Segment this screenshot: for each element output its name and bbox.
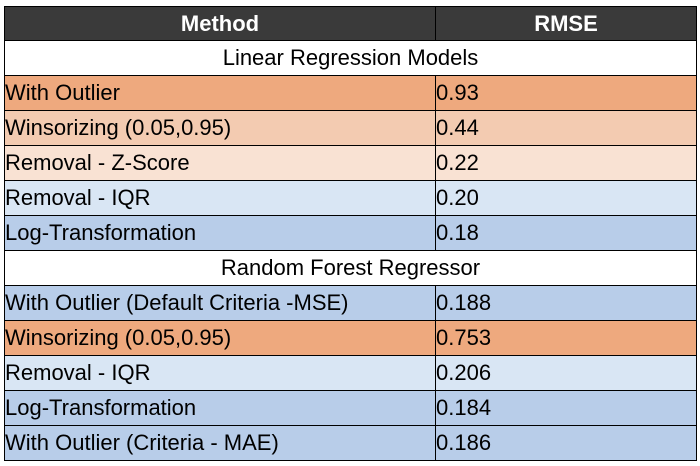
section-row-linear-regression: Linear Regression Models — [4, 40, 697, 76]
rmse-cell: 0.22 — [435, 145, 697, 181]
table-row: Log-Transformation 0.184 — [4, 390, 697, 426]
table-body: Linear Regression Models With Outlier 0.… — [4, 40, 697, 461]
section-row-random-forest: Random Forest Regressor — [4, 250, 697, 286]
table-row: Winsorizing (0.05,0.95) 0.44 — [4, 110, 697, 146]
rmse-cell: 0.44 — [435, 110, 697, 146]
rmse-cell: 0.206 — [435, 355, 697, 391]
method-cell: Winsorizing (0.05,0.95) — [4, 320, 436, 356]
section-title: Random Forest Regressor — [4, 250, 697, 286]
rmse-cell: 0.753 — [435, 320, 697, 356]
rmse-cell: 0.18 — [435, 215, 697, 251]
table-header: Method RMSE — [4, 6, 697, 41]
table-row: Winsorizing (0.05,0.95) 0.753 — [4, 320, 697, 356]
method-cell: Removal - IQR — [4, 355, 436, 391]
method-cell: Removal - Z-Score — [4, 145, 436, 181]
method-cell: Log-Transformation — [4, 390, 436, 426]
method-cell: With Outlier (Criteria - MAE) — [4, 425, 436, 461]
rmse-cell: 0.186 — [435, 425, 697, 461]
table-row: Removal - Z-Score 0.22 — [4, 145, 697, 181]
rmse-results-table: Method RMSE Linear Regression Models Wit… — [4, 6, 697, 461]
header-row: Method RMSE — [4, 6, 697, 41]
column-header-rmse: RMSE — [435, 6, 697, 41]
rmse-cell: 0.93 — [435, 75, 697, 111]
table-row: Log-Transformation 0.18 — [4, 215, 697, 251]
section-title: Linear Regression Models — [4, 40, 697, 76]
column-header-method: Method — [4, 6, 436, 41]
method-cell: Winsorizing (0.05,0.95) — [4, 110, 436, 146]
table-row: With Outlier (Default Criteria -MSE) 0.1… — [4, 285, 697, 321]
table-row: With Outlier 0.93 — [4, 75, 697, 111]
method-cell: With Outlier (Default Criteria -MSE) — [4, 285, 436, 321]
method-cell: Log-Transformation — [4, 215, 436, 251]
rmse-cell: 0.20 — [435, 180, 697, 216]
table-row: Removal - IQR 0.20 — [4, 180, 697, 216]
rmse-cell: 0.188 — [435, 285, 697, 321]
rmse-cell: 0.184 — [435, 390, 697, 426]
method-cell: With Outlier — [4, 75, 436, 111]
method-cell: Removal - IQR — [4, 180, 436, 216]
table-row: Removal - IQR 0.206 — [4, 355, 697, 391]
table-row: With Outlier (Criteria - MAE) 0.186 — [4, 425, 697, 461]
